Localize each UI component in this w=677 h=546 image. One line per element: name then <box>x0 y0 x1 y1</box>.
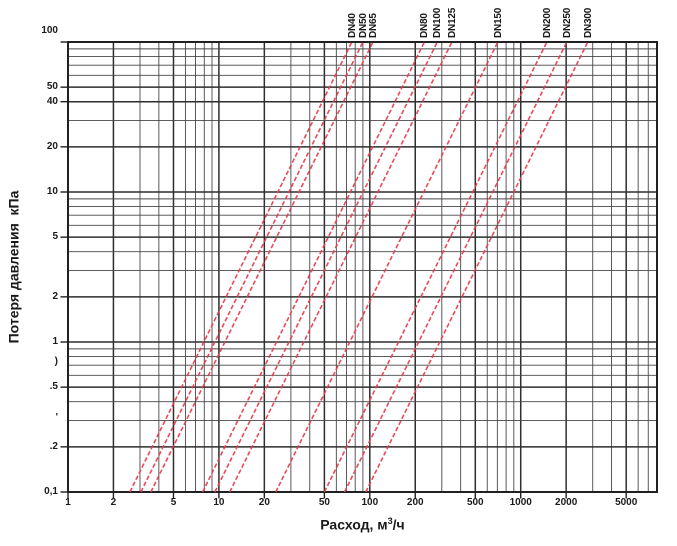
dn-label-dn125: DN125 <box>446 7 458 38</box>
x-axis-title-suffix: /ч <box>392 516 405 533</box>
plot-border <box>67 41 658 493</box>
dn-label-dn80: DN80 <box>419 13 431 38</box>
curve-dn200 <box>323 41 548 493</box>
curve-dn40 <box>129 41 353 493</box>
y-tick-label-2: 2 <box>52 290 58 302</box>
y-tick-label-100: 100 <box>41 25 58 36</box>
x-tick-label-2: 2 <box>110 497 117 508</box>
x-tick-label-1: 1 <box>65 497 71 508</box>
y-tick-label-0,1: 0,1 <box>44 486 58 497</box>
curve-dn300 <box>365 41 589 493</box>
x-tick-label-2000: 2000 <box>555 497 578 508</box>
x-tick-label-5: 5 <box>170 497 177 508</box>
curve-dn125 <box>229 41 453 493</box>
x-axis-title-sup: 3 <box>387 516 393 526</box>
x-axis-title-text: Расход, м <box>320 516 388 533</box>
x-tick-label-100: 100 <box>361 497 379 508</box>
curve-dn250 <box>343 41 568 493</box>
y-tick-label-50: 50 <box>46 81 58 93</box>
y-tick-label-.2: .2 <box>49 440 58 452</box>
x-axis-title: Расход, м3/ч <box>68 516 657 533</box>
dn-label-dn40: DN40 <box>346 13 358 38</box>
x-tick-label-200: 200 <box>406 497 424 508</box>
curve-dn100 <box>214 41 439 493</box>
curve-dn65 <box>150 41 374 493</box>
curve-dn50 <box>140 41 364 493</box>
dn-label-dn250: DN250 <box>561 7 573 38</box>
curve-dn150 <box>275 41 499 493</box>
x-tick-label-50: 50 <box>318 497 330 508</box>
dn-label-dn150: DN150 <box>492 7 504 38</box>
y-axis-title-text: Потеря давления кПа <box>5 190 22 344</box>
curve-dn80 <box>201 41 426 493</box>
y-tick-label-40: 40 <box>46 95 58 107</box>
x-tick-label-10: 10 <box>213 497 225 508</box>
y-tick-label-1: 1 <box>52 336 58 347</box>
y-tick-label-5: 5 <box>52 231 58 243</box>
y-tick-label-20: 20 <box>46 140 58 152</box>
y-tick-label-': ' <box>55 412 58 424</box>
x-tick-label-500: 500 <box>466 497 484 508</box>
x-tick-label-5000: 5000 <box>615 497 638 508</box>
x-tick-label-20: 20 <box>258 497 270 508</box>
dn-label-dn200: DN200 <box>541 7 553 38</box>
y-tick-label-.5: .5 <box>49 381 58 393</box>
dn-label-dn100: DN100 <box>432 7 444 38</box>
x-tick-label-1000: 1000 <box>509 497 532 508</box>
dn-label-dn300: DN300 <box>582 7 594 38</box>
y-tick-label-10: 10 <box>46 186 58 197</box>
dn-label-dn65: DN65 <box>368 13 379 38</box>
y-axis-title: Потеря давления кПа <box>2 42 24 492</box>
y-tick-label-): ) <box>54 355 58 367</box>
